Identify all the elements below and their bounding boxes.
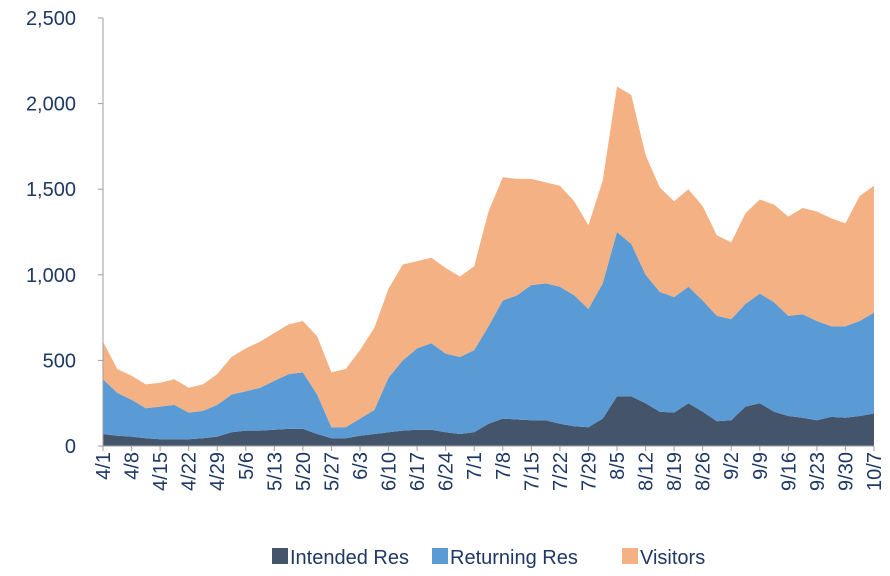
x-tick-label: 5/27 [321, 452, 343, 491]
y-tick-label: 500 [43, 350, 76, 372]
x-tick-label: 9/30 [835, 452, 857, 491]
x-tick-label: 7/29 [578, 452, 600, 491]
x-tick-label: 4/8 [122, 452, 144, 480]
x-tick-label: 7/22 [550, 452, 572, 491]
x-tick-label: 5/13 [264, 452, 286, 491]
x-tick-label: 7/1 [464, 452, 486, 480]
legend-swatch [432, 548, 448, 564]
area [103, 86, 874, 428]
x-tick-label: 8/5 [607, 452, 629, 480]
legend-swatch [272, 548, 288, 564]
x-tick-label: 6/3 [350, 452, 372, 480]
legend-label: Returning Res [450, 547, 578, 569]
legend-label: Visitors [640, 547, 705, 569]
x-tick-label: 4/15 [150, 452, 172, 491]
y-tick-label: 2,500 [26, 8, 76, 30]
area [103, 232, 874, 440]
x-tick-label: 6/24 [436, 452, 458, 491]
x-tick-label: 4/22 [179, 452, 201, 491]
x-tick-label: 8/19 [664, 452, 686, 491]
x-tick-label: 5/6 [236, 452, 258, 480]
x-tick-label: 8/26 [693, 452, 715, 491]
x-tick-label: 6/10 [379, 452, 401, 491]
y-tick-label: 1,000 [26, 265, 76, 287]
x-tick-label: 7/15 [521, 452, 543, 491]
x-tick-label: 9/23 [807, 452, 829, 491]
y-tick-label: 1,500 [26, 179, 76, 201]
x-tick-label: 9/16 [778, 452, 800, 491]
x-tick-label: 9/9 [750, 452, 772, 480]
area [103, 396, 874, 446]
x-tick-label: 10/7 [864, 452, 886, 491]
legend-label: Intended Res [290, 547, 409, 569]
x-tick-label: 4/1 [93, 452, 115, 480]
x-tick-label: 5/20 [293, 452, 315, 491]
x-tick-label: 6/17 [407, 452, 429, 491]
legend-swatch [622, 548, 638, 564]
x-tick-label: 9/2 [721, 452, 743, 480]
x-tick-label: 8/12 [636, 452, 658, 491]
y-tick-label: 2,000 [26, 94, 76, 116]
y-tick-label: 0 [65, 436, 76, 458]
x-tick-label: 4/29 [207, 452, 229, 491]
x-tick-label: 7/8 [493, 452, 515, 480]
